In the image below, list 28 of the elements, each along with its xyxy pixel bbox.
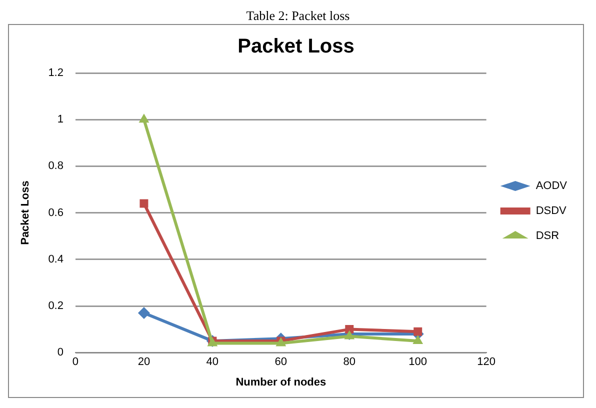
legend-label: DSDV — [536, 205, 568, 218]
point — [138, 114, 150, 123]
chart-title: Packet Loss — [238, 36, 354, 58]
y-tick-label: 0.8 — [48, 160, 64, 172]
point — [140, 199, 148, 208]
x-axis-title: Number of nodes — [236, 376, 326, 388]
point — [412, 334, 424, 344]
y-tick-label: 0.4 — [48, 253, 64, 266]
y-tick-label: 0.6 — [48, 206, 64, 219]
y-tick-label: 0 — [57, 346, 64, 359]
x-tick-label: 40 — [206, 356, 219, 368]
x-tick-label: 80 — [343, 356, 356, 368]
y-tick-label: 1.2 — [48, 67, 64, 80]
legend-label: DSR — [536, 230, 560, 242]
y-tick-label: 0.2 — [48, 300, 64, 312]
legend-label: AODV — [536, 180, 568, 192]
y-tick-label: 1 — [57, 114, 64, 126]
point — [138, 306, 150, 319]
point — [345, 325, 354, 334]
x-tick-label: 100 — [408, 356, 428, 368]
point — [344, 330, 355, 340]
caption: Table 2: Packet loss — [245, 8, 351, 24]
x-tick-label: 60 — [274, 356, 288, 368]
y-axis-title: Packet Loss — [20, 180, 32, 245]
point — [414, 327, 422, 336]
x-tick-label: 20 — [138, 356, 150, 368]
x-tick-label: 0 — [72, 356, 79, 368]
x-tick-label: 120 — [477, 356, 496, 368]
